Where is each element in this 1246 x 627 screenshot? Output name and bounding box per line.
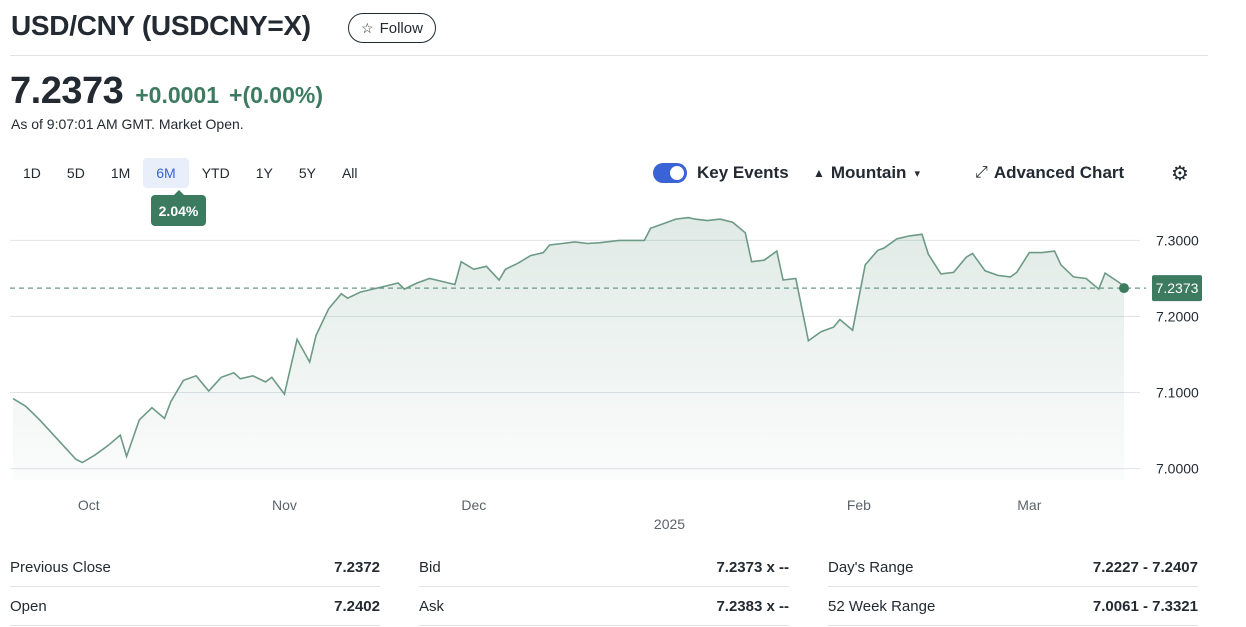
year-label: 2025 [654, 516, 685, 532]
range-tab-5y[interactable]: 5Y [298, 165, 316, 181]
advanced-chart-button[interactable]: ⤢ Advanced Chart [975, 158, 1124, 188]
page-title: USD/CNY (USDCNY=X) [11, 10, 311, 41]
stat-value: 7.0061 - 7.3321 [1092, 597, 1198, 615]
x-tick-label: Nov [272, 497, 297, 513]
stat-label: Open [10, 597, 47, 615]
stat-value: 7.2372 [334, 558, 380, 576]
stat-row: 52 Week Range 7.0061 - 7.3321 [828, 587, 1198, 626]
stat-row: Bid 7.2373 x -- [419, 548, 789, 587]
stat-row: Open 7.2402 [10, 587, 380, 626]
y-tick-label: 7.2000 [1156, 308, 1199, 324]
stats-column-2: Bid 7.2373 x -- Ask 7.2383 x -- [419, 548, 789, 626]
key-events-toggle[interactable] [653, 163, 687, 183]
range-tab-1y[interactable]: 1Y [255, 165, 273, 181]
price-row: 7.2373 +0.0001 +(0.00%) [10, 70, 323, 112]
last-price-dot [1119, 283, 1129, 294]
range-tab-5d[interactable]: 5D [66, 165, 85, 181]
stat-value: 7.2402 [334, 597, 380, 615]
price-area [13, 217, 1124, 480]
stats-column-1: Previous Close 7.2372 Open 7.2402 [10, 548, 380, 626]
stat-label: Ask [419, 597, 445, 615]
market-status: As of 9:07:01 AM GMT. Market Open. [11, 116, 244, 132]
range-selector: 1D 5D 1M 6M YTD 1Y 5Y All [10, 158, 371, 188]
stat-row: Previous Close 7.2372 [10, 548, 380, 587]
current-price: 7.2373 [10, 70, 124, 112]
y-tick-label: 7.1000 [1156, 385, 1199, 401]
key-events-label[interactable]: Key Events [697, 163, 789, 182]
chevron-down-icon: ▾ [914, 167, 920, 180]
mountain-icon: ▲ [813, 166, 825, 180]
range-tab-6m[interactable]: 6M [143, 158, 189, 188]
stat-label: Day's Range [828, 558, 914, 576]
stat-value: 7.2373 x -- [716, 558, 789, 576]
last-price-tag: 7.2373 [1152, 275, 1202, 302]
stat-label: Bid [419, 558, 441, 576]
stat-row: Ask 7.2383 x -- [419, 587, 789, 626]
stat-label: Previous Close [10, 558, 111, 576]
price-chart[interactable]: 7.0000 7.1000 7.2000 7.3000 7.2373 Oct Nov De… [0, 200, 1246, 540]
range-tab-ytd[interactable]: YTD [201, 165, 230, 181]
chart-type-dropdown[interactable]: ▲ Mountain ▾ [813, 158, 920, 188]
toggle-knob [670, 166, 684, 180]
price-line [12, 216, 1125, 464]
follow-label: Follow [379, 19, 423, 37]
chart-type-label: Mountain [830, 163, 907, 182]
advanced-chart-label: Advanced Chart [993, 163, 1125, 182]
last-price-label: 7.2373 [1156, 280, 1199, 296]
y-tick-label: 7.3000 [1156, 232, 1199, 248]
price-change-percent: +(0.00%) [229, 82, 323, 108]
star-icon: ☆ [361, 20, 374, 36]
expand-arrow-icon: ⤢ [975, 164, 988, 181]
range-change-badge: 2.04% [151, 190, 206, 226]
range-tab-all[interactable]: All [341, 165, 358, 181]
x-tick-label: Dec [461, 497, 486, 513]
range-tab-1m[interactable]: 1M [110, 165, 131, 181]
follow-button[interactable]: ☆ Follow [348, 13, 436, 43]
range-tab-1d[interactable]: 1D [23, 165, 41, 181]
gear-icon[interactable]: ⚙ [1171, 162, 1189, 185]
stat-value: 7.2227 - 7.2407 [1092, 558, 1198, 576]
price-change: +0.0001 [135, 82, 220, 108]
stats-column-3: Day's Range 7.2227 - 7.2407 52 Week Range 7… [828, 548, 1198, 626]
stat-value: 7.2383 x -- [716, 597, 789, 615]
y-tick-label: 7.0000 [1156, 461, 1199, 477]
x-tick-label: Oct [78, 497, 100, 513]
stat-label: 52 Week Range [828, 597, 936, 615]
x-tick-label: Mar [1017, 497, 1041, 513]
stat-row: Day's Range 7.2227 - 7.2407 [828, 548, 1198, 587]
x-tick-label: Feb [847, 497, 871, 513]
quote-header: USD/CNY (USDCNY=X) ☆ Follow [10, 10, 1208, 56]
